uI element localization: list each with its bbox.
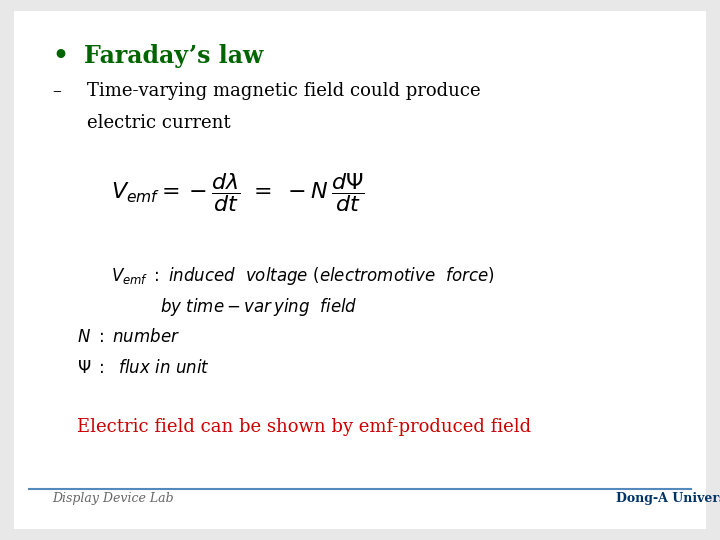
Text: Faraday’s law: Faraday’s law [84,44,263,69]
Text: Electric field can be shown by emf-produced field: Electric field can be shown by emf-produ… [76,418,531,436]
Text: Dong-A University: Dong-A University [616,492,720,505]
Text: $by\ time-var\,ying\ \ field$: $by\ time-var\,ying\ \ field$ [160,296,357,318]
Text: electric current: electric current [87,114,230,132]
Text: Time-varying magnetic field could produce: Time-varying magnetic field could produc… [87,82,481,100]
Text: $N\ :\ number$: $N\ :\ number$ [76,328,180,346]
Text: $\Psi\ :\ \ flux\ in\ unit$: $\Psi\ :\ \ flux\ in\ unit$ [76,359,210,377]
Text: $V_{emf} = -\dfrac{d\lambda}{dt}\ =\ -N\,\dfrac{d\Psi}{dt}$: $V_{emf} = -\dfrac{d\lambda}{dt}\ =\ -N\… [111,172,365,214]
Text: $V_{emf}$ $:$ $induced\ \ voltage\ (electromotive\ \ force)$: $V_{emf}$ $:$ $induced\ \ voltage\ (elec… [111,265,495,287]
Text: •: • [53,44,68,69]
Text: –: – [53,82,61,100]
Text: Display Device Lab: Display Device Lab [53,492,174,505]
FancyBboxPatch shape [14,11,706,529]
